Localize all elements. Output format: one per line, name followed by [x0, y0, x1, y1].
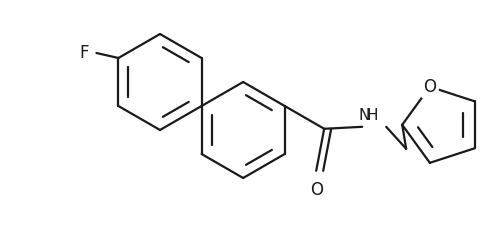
Text: F: F	[79, 44, 88, 62]
Text: H: H	[366, 108, 378, 123]
Text: O: O	[424, 78, 436, 96]
Text: O: O	[310, 181, 322, 199]
Text: N: N	[358, 108, 370, 123]
